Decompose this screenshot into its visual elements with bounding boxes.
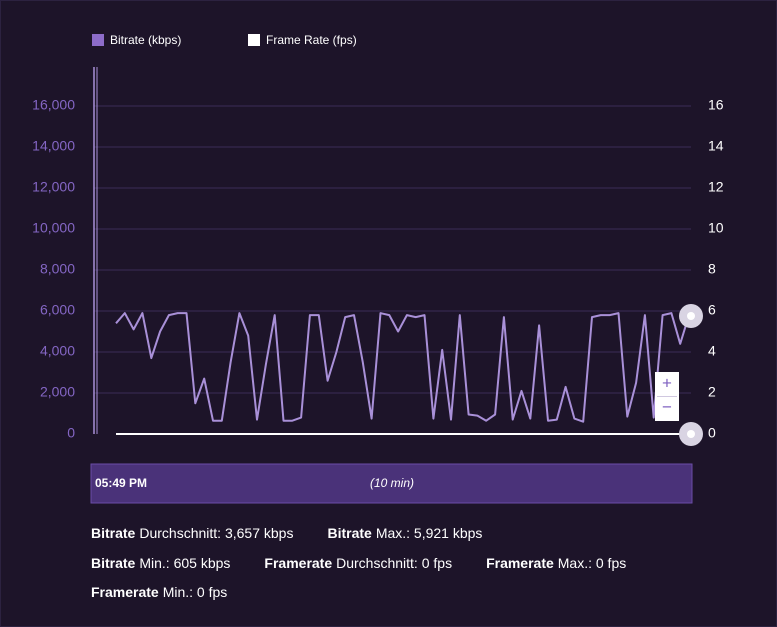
- stat-text: Max.: 5,921 kbps: [375, 525, 483, 541]
- zoom-in[interactable]: +: [662, 373, 672, 392]
- legend-swatch: [248, 34, 260, 46]
- series-line: [115, 312, 690, 423]
- y-tick-label: 2,000: [40, 384, 75, 400]
- y-tick-label: 12,000: [32, 179, 75, 195]
- navigator[interactable]: [90, 463, 693, 504]
- legend-swatch: [92, 34, 104, 46]
- stat-text: Min.: 605 kbps: [139, 554, 231, 571]
- y-tick-label: 0: [67, 425, 75, 441]
- stat-text: Min.: 0 fps: [162, 584, 228, 600]
- y2-tick-label: 14: [708, 138, 724, 154]
- y2-tick-label: 10: [708, 220, 724, 236]
- stat-label: Bitrate: [327, 525, 372, 541]
- y-tick-label: 14,000: [32, 138, 75, 154]
- stat-label: Framerate: [486, 554, 554, 571]
- range-handle-dot: [687, 430, 695, 438]
- stat-label: Framerate: [264, 554, 333, 571]
- y2-tick-label: 16: [708, 97, 724, 113]
- stats: Bitrate Durchschnitt: 3,657 kbps Bitrate Ma…: [91, 519, 751, 608]
- y-tick-label: 4,000: [40, 343, 75, 359]
- stat: Bitrate Max.: 5,921 kbps: [327, 519, 482, 549]
- zoom-out[interactable]: −: [662, 397, 672, 416]
- stat-label: Framerate: [91, 584, 159, 600]
- y-tick-label: 6,000: [40, 302, 75, 318]
- navigator-range: (10 min): [370, 476, 414, 490]
- y2-tick-label: 8: [708, 261, 716, 277]
- legend-label: Frame Rate (fps): [266, 33, 357, 47]
- stat: Framerate Durchschnitt: 0 fps: [264, 549, 452, 579]
- stat-text: Durchschnitt: 3,657 kbps: [139, 525, 294, 541]
- y2-tick-label: 0: [708, 425, 716, 441]
- chart: 0 2,000 4,000 6,000 8,000 10,000 12,000 14,000 1…: [32, 33, 724, 504]
- stat: Bitrate Min.: 605 kbps: [91, 549, 230, 579]
- stat-text: Max.: 0 fps: [557, 554, 627, 571]
- y2-tick-label: 2: [708, 384, 716, 400]
- y-tick-label: 16,000: [32, 97, 75, 113]
- stat: Framerate Min.: 0 fps: [91, 578, 227, 608]
- y-tick-label: 8,000: [40, 261, 75, 277]
- y-tick-label: 10,000: [32, 220, 75, 236]
- stat: Framerate Max.: 0 fps: [486, 549, 626, 579]
- stat-text: Durchschnitt: 0 fps: [336, 554, 453, 571]
- stat-label: Bitrate: [91, 554, 136, 571]
- stat: Bitrate Durchschnitt: 3,657 kbps: [91, 519, 293, 549]
- y2-tick-label: 6: [708, 302, 716, 318]
- range-handle-dot: [687, 312, 695, 320]
- y2-tick-label: 12: [708, 179, 724, 195]
- y2-tick-label: 4: [708, 343, 716, 359]
- stat-label: Bitrate: [91, 525, 136, 541]
- navigator-start: 05:49 PM: [95, 476, 147, 490]
- legend-label: Bitrate (kbps): [110, 33, 181, 47]
